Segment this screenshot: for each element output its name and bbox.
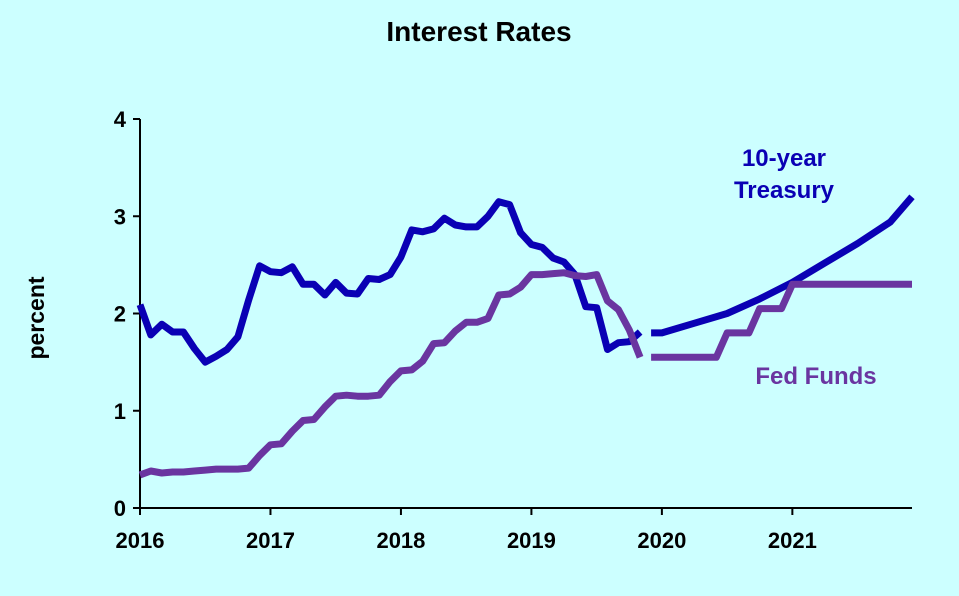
x-tick-label: 2017	[246, 528, 295, 553]
y-tick-label: 2	[114, 302, 126, 327]
y-axis-label: percent	[23, 276, 49, 359]
x-tick-label: 2018	[376, 528, 425, 553]
x-tick-label: 2021	[768, 528, 817, 553]
y-tick-label: 3	[114, 204, 126, 229]
x-axis-ticks: 2016 2017 2018 2019 2020 2021	[116, 508, 817, 553]
treasury-label-line2: Treasury	[734, 177, 835, 204]
y-tick-label: 0	[114, 496, 126, 521]
x-tick-label: 2019	[507, 528, 556, 553]
y-tick-label: 4	[114, 107, 127, 132]
chart-title: Interest Rates	[386, 16, 571, 47]
x-tick-label: 2020	[637, 528, 686, 553]
y-tick-label: 1	[114, 399, 126, 424]
treasury-label-line1: 10-year	[742, 145, 826, 172]
fed-funds-line-forecast	[651, 280, 912, 361]
y-axis-ticks: 0 1 2 3 4	[114, 107, 140, 521]
series-layer	[136, 194, 915, 479]
x-tick-label: 2016	[116, 528, 165, 553]
fed-funds-line-actual	[138, 269, 644, 479]
fed-funds-label: Fed Funds	[755, 363, 876, 390]
10-year-treasury-line-forecast	[651, 194, 915, 337]
10-year-treasury-line-actual	[136, 198, 643, 366]
